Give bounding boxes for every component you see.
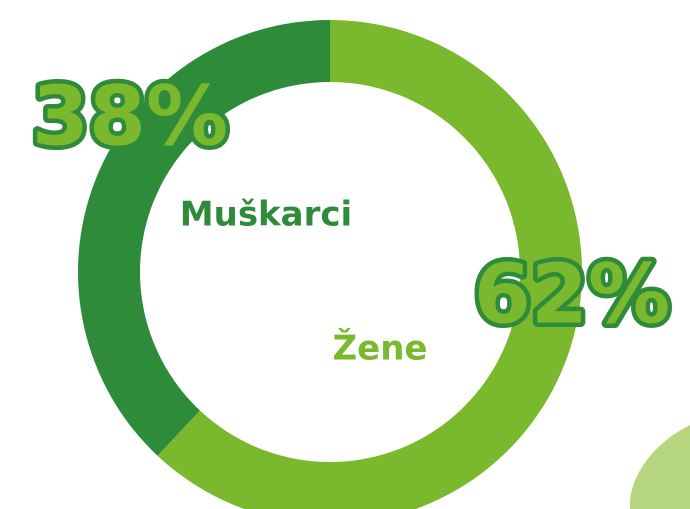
category-label: Žene: [333, 328, 428, 369]
value-label: 62%: [474, 247, 670, 342]
chart: 38% 62% Muškarci Žene: [0, 0, 690, 509]
category-label: Muškarci: [180, 195, 352, 235]
value-label: 38%: [32, 69, 228, 164]
leaf-decoration: [630, 425, 690, 509]
page: {"chart_data": {"type": "pie", "donut": …: [0, 0, 690, 509]
